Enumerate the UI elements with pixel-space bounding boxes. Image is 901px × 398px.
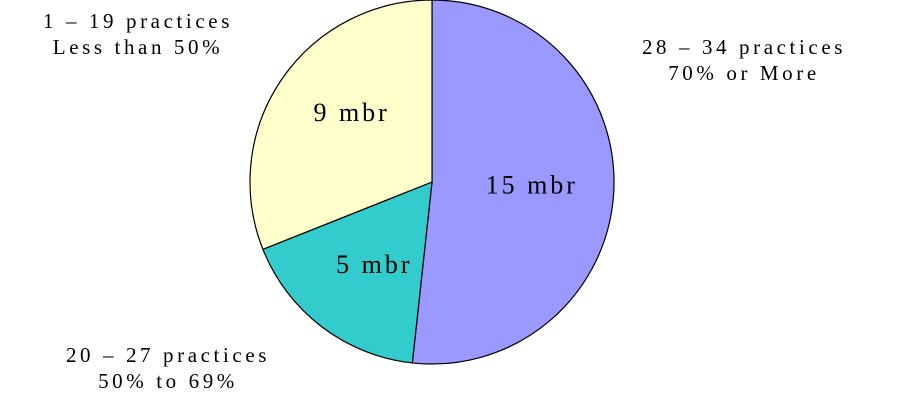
pie-slice-labels: 15 mbr 5 mbr 9 mbr xyxy=(313,98,578,279)
slice-value-label: 5 mbr xyxy=(336,250,412,279)
slice-value-label: 15 mbr xyxy=(486,170,578,199)
slice-annotation-percent: 70% or More xyxy=(668,61,820,85)
pie-slice-15-mbr xyxy=(411,0,615,365)
slice-annotation-practices: 1 – 19 practices xyxy=(43,9,233,33)
pie-slices xyxy=(249,0,615,365)
slice-value-label: 9 mbr xyxy=(313,98,389,127)
slice-annotation-percent: Less than 50% xyxy=(53,35,223,59)
pie-slice-5-mbr xyxy=(262,181,433,364)
slice-annotation-percent: 50% to 69% xyxy=(98,369,238,393)
slice-annotation-practices: 28 – 34 practices xyxy=(642,35,846,59)
pie-slice-9-mbr xyxy=(249,0,433,251)
slice-annotation-practices: 20 – 27 practices xyxy=(66,343,270,367)
